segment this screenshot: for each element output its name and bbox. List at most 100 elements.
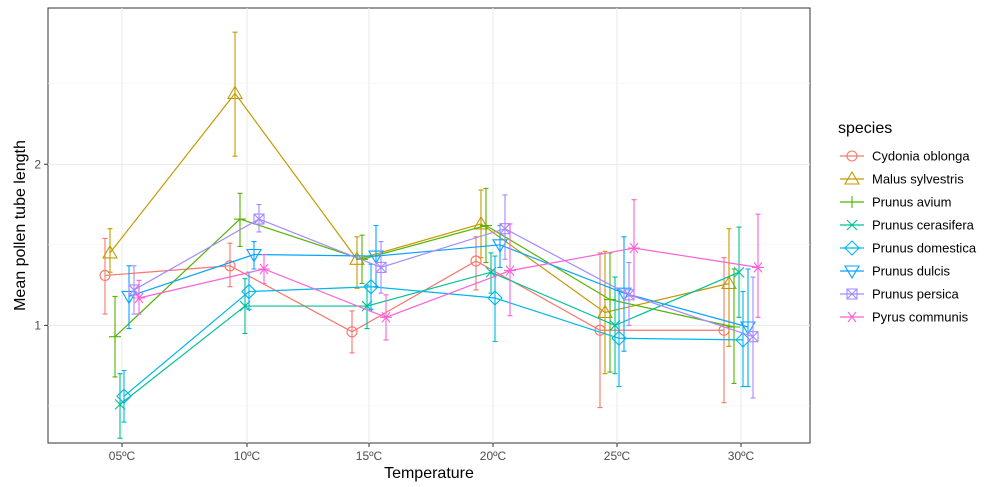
error-bar-malus-sylvestris-5 bbox=[602, 250, 608, 375]
point-pyrus-communis-2 bbox=[258, 263, 270, 275]
series-line-prunus-avium bbox=[114, 218, 735, 338]
point-prunus-domestica-2 bbox=[241, 283, 257, 300]
series-malus-sylvestris bbox=[102, 31, 737, 375]
series-prunus-domestica bbox=[116, 255, 751, 423]
legend-item-prunus-dulcis: Prunus dulcis bbox=[840, 264, 951, 280]
series-line-prunus-dulcis bbox=[128, 244, 749, 328]
error-bar-cydonia-oblonga-6 bbox=[721, 257, 727, 404]
legend-label-pyrus-communis: Pyrus communis bbox=[872, 310, 969, 325]
x-tick-label-2: 10ºC bbox=[234, 449, 261, 463]
error-bar-malus-sylvestris-1 bbox=[107, 228, 113, 273]
point-prunus-avium-1 bbox=[109, 330, 121, 343]
error-bar-prunus-dulcis-1 bbox=[126, 265, 132, 330]
point-prunus-cerasifera-6 bbox=[733, 266, 745, 278]
x-tick-label-3: 15ºC bbox=[356, 449, 383, 463]
point-malus-sylvestris-1 bbox=[102, 244, 118, 259]
error-bar-prunus-persica-2 bbox=[256, 204, 262, 233]
x-tick-label-1: 05ºC bbox=[109, 449, 136, 463]
point-prunus-persica-5 bbox=[623, 289, 635, 301]
series-line-prunus-cerasifera bbox=[119, 271, 740, 405]
series-line-pyrus-communis bbox=[138, 247, 759, 318]
y-tick-label-2: 2 bbox=[34, 157, 41, 171]
point-cydonia-oblonga-2 bbox=[224, 260, 236, 272]
point-cydonia-oblonga-3 bbox=[346, 326, 358, 338]
axes: 05ºC 10ºC 15ºC 20ºC 25ºC 30ºC 1 2 bbox=[34, 157, 754, 463]
point-prunus-cerasifera-5 bbox=[609, 320, 621, 331]
series-line-prunus-domestica bbox=[123, 286, 744, 397]
error-bar-cydonia-oblonga-3 bbox=[349, 310, 355, 354]
series-layer bbox=[99, 31, 764, 439]
panel-background bbox=[47, 7, 811, 444]
point-malus-sylvestris-2 bbox=[227, 85, 243, 99]
point-prunus-persica-2 bbox=[253, 213, 265, 225]
legend-key-marker-prunus-cerasifera bbox=[846, 219, 858, 231]
legend-item-prunus-avium: Prunus avium bbox=[840, 195, 951, 210]
legend-item-malus-sylvestris: Malus sylvestris bbox=[840, 170, 964, 187]
point-prunus-dulcis-3 bbox=[368, 250, 384, 265]
error-bar-prunus-domestica-4 bbox=[492, 255, 498, 343]
series-line-cydonia-oblonga bbox=[104, 260, 724, 333]
legend-item-prunus-domestica: Prunus domestica bbox=[840, 240, 977, 256]
error-bar-prunus-dulcis-3 bbox=[373, 224, 379, 288]
point-prunus-cerasifera-4 bbox=[485, 266, 497, 278]
error-bar-cydonia-oblonga-1 bbox=[102, 237, 108, 315]
legend-title: species bbox=[838, 120, 892, 137]
point-prunus-cerasifera-1 bbox=[114, 398, 126, 410]
x-tick-label-6: 30ºC bbox=[728, 449, 755, 463]
series-line-prunus-persica bbox=[133, 218, 754, 338]
error-bar-prunus-cerasifera-1 bbox=[117, 373, 123, 439]
y-axis-title: Mean pollen tube length bbox=[12, 140, 29, 311]
error-bar-pyrus-communis-6 bbox=[755, 213, 761, 318]
legend-key-marker-cydonia-oblonga bbox=[846, 150, 858, 162]
point-prunus-domestica-1 bbox=[116, 388, 132, 405]
error-bar-prunus-dulcis-6 bbox=[745, 268, 751, 388]
point-pyrus-communis-4 bbox=[504, 265, 516, 276]
legend-label-prunus-domestica: Prunus domestica bbox=[872, 241, 977, 256]
error-bar-prunus-dulcis-2 bbox=[251, 241, 257, 270]
error-bar-cydonia-oblonga-2 bbox=[227, 242, 233, 288]
point-malus-sylvestris-4 bbox=[473, 215, 489, 230]
point-prunus-avium-4 bbox=[480, 219, 492, 232]
grid bbox=[48, 8, 810, 443]
point-pyrus-communis-1 bbox=[133, 292, 145, 304]
series-line-malus-sylvestris bbox=[109, 92, 730, 314]
point-pyrus-communis-6 bbox=[752, 262, 764, 273]
legend-label-cydonia-oblonga: Cydonia oblonga bbox=[872, 149, 970, 164]
point-prunus-dulcis-4 bbox=[492, 239, 508, 253]
legend-item-pyrus-communis: Pyrus communis bbox=[840, 310, 969, 325]
legend: species Cydonia oblonga Malus sylvestris P… bbox=[838, 120, 977, 325]
legend-key-marker-prunus-persica bbox=[846, 288, 858, 300]
point-malus-sylvestris-5 bbox=[597, 304, 613, 319]
legend-key-marker-prunus-avium bbox=[846, 196, 858, 208]
point-cydonia-oblonga-1 bbox=[99, 269, 111, 281]
error-bar-prunus-domestica-6 bbox=[740, 291, 746, 388]
legend-label-prunus-avium: Prunus avium bbox=[872, 195, 951, 210]
point-cydonia-oblonga-4 bbox=[470, 255, 482, 267]
series-pyrus-communis bbox=[133, 199, 764, 341]
series-prunus-cerasifera bbox=[114, 226, 745, 439]
point-prunus-dulcis-2 bbox=[246, 248, 262, 263]
error-bar-malus-sylvestris-2 bbox=[232, 31, 238, 157]
legend-item-prunus-persica: Prunus persica bbox=[840, 287, 959, 302]
legend-item-cydonia-oblonga: Cydonia oblonga bbox=[840, 149, 970, 164]
legend-label-prunus-persica: Prunus persica bbox=[872, 287, 959, 302]
x-axis-title: Temperature bbox=[384, 465, 474, 482]
point-prunus-persica-3 bbox=[375, 261, 387, 273]
legend-key-marker-prunus-domestica bbox=[844, 240, 860, 256]
x-tick-label-5: 25ºC bbox=[604, 449, 631, 463]
legend-item-prunus-cerasifera: Prunus cerasifera bbox=[840, 218, 975, 233]
error-bar-prunus-persica-4 bbox=[502, 194, 508, 260]
legend-key-marker-prunus-dulcis bbox=[844, 265, 860, 280]
error-bar-prunus-persica-5 bbox=[626, 262, 632, 326]
point-prunus-domestica-4 bbox=[487, 290, 503, 306]
series-cydonia-oblonga bbox=[99, 236, 730, 409]
point-prunus-avium-5 bbox=[604, 293, 616, 306]
legend-label-malus-sylvestris: Malus sylvestris bbox=[872, 172, 964, 187]
error-bar-prunus-persica-6 bbox=[750, 276, 756, 399]
point-pyrus-communis-5 bbox=[628, 242, 640, 254]
y-tick-label-1: 1 bbox=[34, 318, 41, 332]
error-bar-malus-sylvestris-3 bbox=[354, 236, 360, 289]
point-malus-sylvestris-6 bbox=[721, 275, 737, 290]
point-prunus-persica-6 bbox=[747, 331, 759, 343]
